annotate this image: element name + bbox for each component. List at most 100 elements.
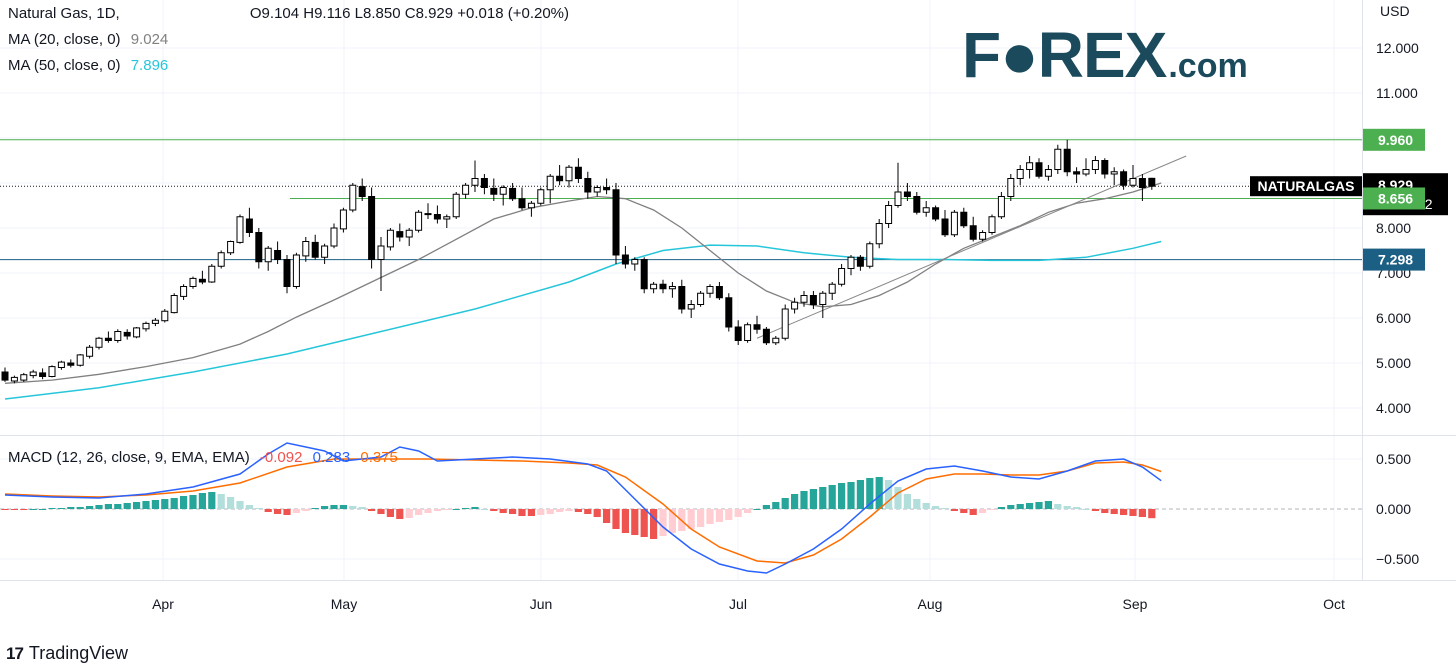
price-tick-label: 8.000 bbox=[1376, 220, 1411, 236]
candle-body bbox=[1101, 160, 1109, 175]
candle-body bbox=[1044, 169, 1052, 177]
price-tick-label: 6.000 bbox=[1376, 310, 1411, 326]
candle-body bbox=[697, 292, 705, 305]
histogram-bar bbox=[114, 504, 122, 509]
histogram-bar bbox=[86, 506, 94, 509]
candle-body bbox=[302, 241, 310, 257]
support-resistance-lines bbox=[0, 139, 1362, 261]
symbol-tag-text: NATURALGAS bbox=[1258, 178, 1355, 194]
price-tick-label: 5.000 bbox=[1376, 355, 1411, 371]
histogram-bar bbox=[490, 509, 498, 511]
candle-body bbox=[950, 211, 958, 236]
histogram-bar bbox=[875, 477, 883, 509]
candle-body bbox=[1082, 169, 1090, 175]
histogram-bar bbox=[377, 509, 385, 514]
histogram-bar bbox=[603, 509, 611, 523]
histogram-bar bbox=[39, 509, 47, 510]
histogram-bar bbox=[180, 496, 188, 509]
histogram-bar bbox=[734, 509, 742, 517]
histogram-bar bbox=[1026, 503, 1034, 509]
candle-body bbox=[772, 337, 780, 344]
price-tick-label: 4.000 bbox=[1376, 400, 1411, 416]
histogram-bar bbox=[960, 509, 968, 513]
candle-body bbox=[471, 178, 479, 186]
candle-body bbox=[39, 372, 47, 377]
histogram-bar bbox=[997, 507, 1005, 509]
histogram-bar bbox=[988, 509, 996, 510]
ma20-line bbox=[4, 182, 1162, 384]
candle-body bbox=[744, 324, 752, 341]
ma50-path bbox=[4, 240, 1162, 400]
histogram-bar bbox=[1054, 504, 1062, 509]
time-tick-label: Jul bbox=[729, 596, 747, 612]
histogram-bar bbox=[264, 509, 272, 512]
histogram-bar bbox=[67, 507, 75, 509]
candle-body bbox=[932, 207, 940, 220]
price-tick-label: 11.000 bbox=[1376, 85, 1418, 101]
ma20-legend[interactable]: MA (20, close, 0) 9.024 bbox=[8, 31, 174, 48]
macd-legend[interactable]: MACD (12, 26, close, 9, EMA, EMA) -0.092… bbox=[8, 449, 404, 466]
histogram-bar bbox=[762, 505, 770, 509]
price-tick-label: 12.000 bbox=[1376, 40, 1419, 56]
histogram-bar bbox=[452, 509, 460, 510]
histogram-bar bbox=[104, 504, 112, 509]
candle-body bbox=[631, 259, 639, 265]
macd-tick-label: 0.000 bbox=[1376, 501, 1411, 517]
candle-body bbox=[668, 286, 676, 290]
histogram-bar bbox=[866, 478, 874, 509]
candle-body bbox=[659, 283, 667, 290]
candle-body bbox=[885, 205, 893, 224]
histogram-bar bbox=[979, 509, 987, 513]
candle-body bbox=[180, 286, 188, 297]
candle-body bbox=[509, 187, 517, 200]
candle-body bbox=[819, 292, 827, 305]
candle-body bbox=[988, 216, 996, 233]
histogram-bar bbox=[1073, 507, 1081, 509]
candle-body bbox=[283, 259, 291, 287]
histogram-bar bbox=[546, 509, 554, 514]
histogram-bar bbox=[932, 506, 940, 509]
histogram-bar bbox=[1091, 509, 1099, 511]
candle-body bbox=[217, 252, 225, 267]
candle-body bbox=[593, 187, 601, 193]
symbol-tag-bg bbox=[1250, 176, 1362, 197]
ma50-legend[interactable]: MA (50, close, 0) 7.896 bbox=[8, 57, 174, 74]
candle-body bbox=[48, 366, 56, 378]
time-tick-label: Apr bbox=[152, 596, 174, 612]
candle-body bbox=[734, 326, 742, 341]
candle-body bbox=[86, 346, 94, 357]
candle-body bbox=[462, 184, 470, 195]
histogram-bar bbox=[1120, 509, 1128, 515]
histogram-bar bbox=[950, 509, 958, 511]
candle-body bbox=[311, 241, 319, 258]
histogram-bar bbox=[302, 509, 310, 511]
histogram-bar bbox=[462, 508, 470, 509]
candle-body bbox=[255, 232, 263, 263]
candle-body bbox=[151, 319, 159, 324]
candle-body bbox=[114, 331, 122, 341]
candle-body bbox=[321, 245, 329, 258]
candle-body bbox=[556, 175, 564, 182]
symbol-name[interactable]: Natural Gas, 1D, bbox=[8, 5, 120, 22]
histogram-bar bbox=[1035, 502, 1043, 509]
candle-body bbox=[1073, 171, 1081, 175]
candle-body bbox=[368, 196, 376, 260]
candle-body bbox=[725, 297, 733, 328]
trendline bbox=[756, 155, 1187, 339]
forex-wordmark: F●REX bbox=[962, 19, 1167, 91]
histogram-bar bbox=[847, 482, 855, 509]
histogram-bar bbox=[1063, 506, 1071, 509]
histogram-bar bbox=[753, 509, 761, 510]
histogram-bar bbox=[537, 509, 545, 515]
macd-lines bbox=[4, 442, 1162, 574]
candle-body bbox=[650, 283, 658, 290]
histogram-bar bbox=[151, 500, 159, 509]
candle-body bbox=[377, 245, 385, 260]
candle-body bbox=[809, 295, 817, 305]
macd-hist-value: -0.092 bbox=[259, 449, 303, 466]
candle-body bbox=[612, 189, 620, 256]
tradingview-logo[interactable]: 17 TradingView bbox=[6, 643, 128, 664]
histogram-bar bbox=[208, 492, 216, 509]
histogram-bar bbox=[781, 498, 789, 509]
